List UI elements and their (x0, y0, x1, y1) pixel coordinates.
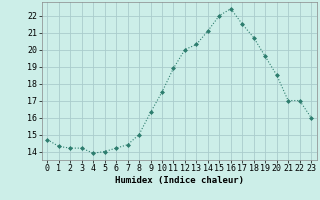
X-axis label: Humidex (Indice chaleur): Humidex (Indice chaleur) (115, 176, 244, 185)
